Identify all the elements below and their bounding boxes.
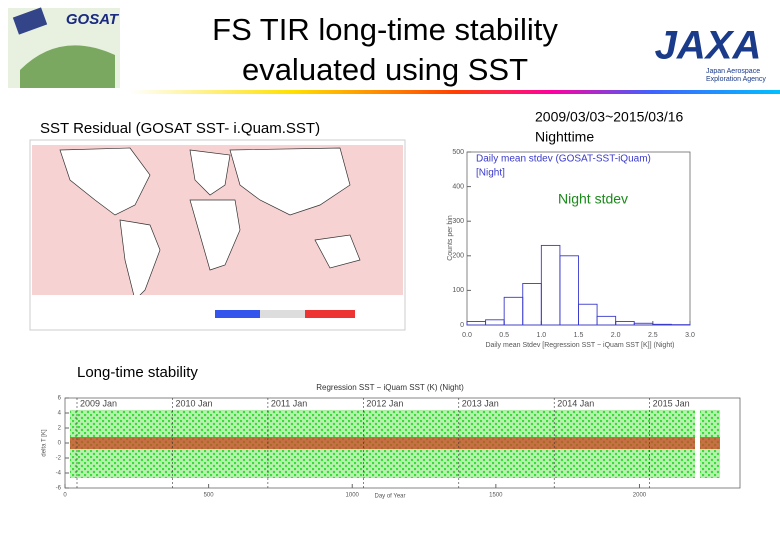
y-tick-label: 2: [58, 426, 62, 432]
timeseries: Regression SST − iQuam SST (K) (Night) -6…: [42, 383, 740, 499]
antarctica: [32, 295, 403, 305]
jaxa-subtitle: Exploration Agency: [706, 76, 766, 83]
mean-band: [70, 437, 695, 449]
y-tick-label: 300: [452, 218, 464, 225]
title-rule: [130, 90, 780, 94]
y-tick-label: 6: [58, 396, 62, 402]
y-tick-label: 100: [452, 287, 464, 294]
y-tick-label: -4: [56, 471, 62, 477]
y-tick-label: -2: [56, 456, 62, 462]
map-title: SST Residual (GOSAT SST- i.Quam.SST): [40, 120, 320, 137]
y-tick-label: 200: [452, 253, 464, 260]
timeseries-label: Long-time stability: [77, 364, 198, 381]
x-tick-label: 2.0: [611, 332, 621, 339]
x-tick-label: 0.0: [462, 332, 472, 339]
jaxa-logo: JAXA Japan Aerospace Exploration Agency: [655, 24, 767, 83]
x-tick-label: 2.5: [648, 332, 658, 339]
y-tick-label: 0: [460, 322, 464, 329]
x-tick-label: 3.0: [685, 332, 695, 339]
x-tick-label: 2000: [633, 493, 647, 499]
year-label: 2015 Jan: [653, 398, 690, 408]
x-tick-label: 0: [63, 493, 67, 499]
x-tick-label: 1500: [489, 493, 503, 499]
x-tick-label: 500: [204, 493, 215, 499]
slide-title: FS TIR long-time stability: [212, 12, 558, 47]
x-tick-label: 1000: [346, 493, 360, 499]
y-axis-label: Counts per bin: [447, 215, 454, 261]
residual-map: [30, 140, 405, 330]
slide-title: evaluated using SST: [242, 52, 528, 87]
jaxa-text: JAXA: [655, 24, 762, 68]
year-label: 2014 Jan: [557, 398, 594, 408]
x-tick-label: 1.0: [536, 332, 546, 339]
colorbar-cold: [215, 310, 260, 318]
colorbar-warm: [305, 310, 355, 318]
y-tick-label: 0: [58, 441, 62, 447]
jaxa-subtitle: Japan Aerospace: [706, 68, 760, 75]
annotation: Night stdev: [558, 191, 628, 207]
year-label: 2011 Jan: [271, 398, 307, 408]
y-axis-label: delta T [K]: [42, 429, 48, 456]
y-tick-label: 500: [452, 149, 464, 156]
gosat-text: GOSAT: [66, 11, 120, 28]
year-label: 2010 Jan: [175, 398, 212, 408]
y-tick-label: -6: [56, 486, 62, 492]
year-label: 2012 Jan: [366, 398, 403, 408]
year-label: 2013 Jan: [462, 398, 499, 408]
period: Nighttime: [535, 129, 594, 145]
mean-band: [700, 437, 720, 449]
x-tick-label: 1.5: [574, 332, 584, 339]
gosat-logo: GOSAT: [8, 7, 120, 88]
x-axis-label: Daily mean Stdev [Regression SST − iQuam…: [485, 342, 674, 349]
histogram-bar: [653, 324, 672, 325]
year-label: 2009 Jan: [80, 398, 117, 408]
chart-title: [Night]: [476, 168, 505, 179]
date-range: 2009/03/03~2015/03/16: [535, 109, 684, 125]
chart-title: Daily mean stdev (GOSAT-SST-iQuam): [476, 154, 651, 165]
timeseries-title: Regression SST − iQuam SST (K) (Night): [316, 383, 464, 392]
y-tick-label: 400: [452, 183, 464, 190]
x-tick-label: 0.5: [499, 332, 509, 339]
x-axis-label: Day of Year: [374, 494, 405, 500]
y-tick-label: 4: [58, 411, 62, 417]
